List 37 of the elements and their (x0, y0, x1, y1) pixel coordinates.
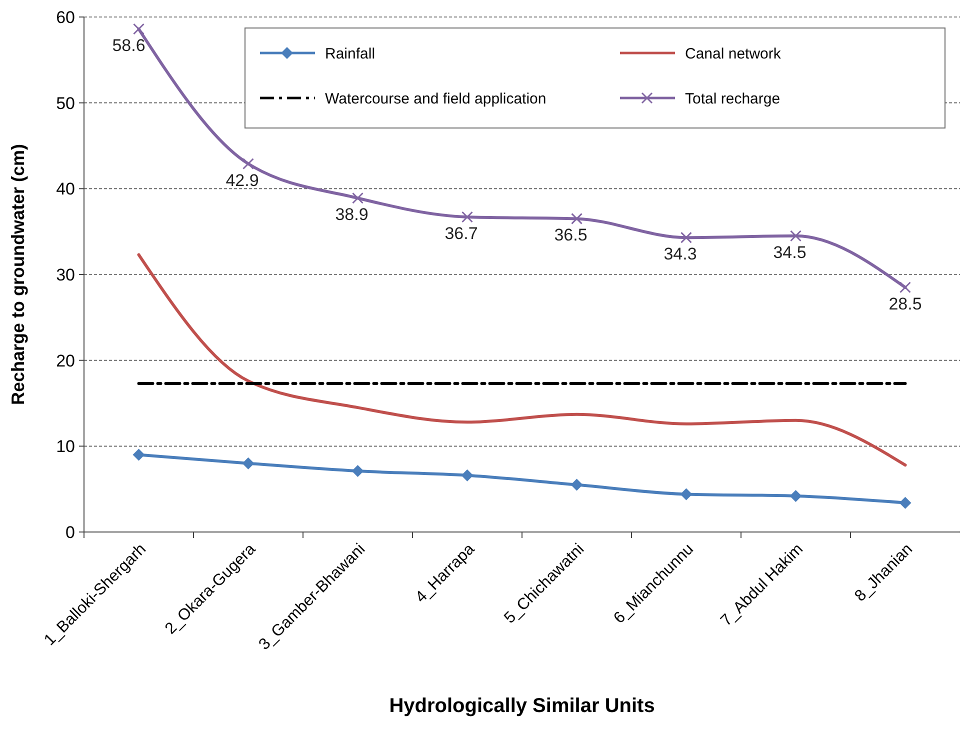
point (132, 448, 145, 461)
point (242, 457, 254, 470)
point (680, 488, 692, 500)
y-tick-label: 30 (56, 265, 75, 284)
data-label: 34.3 (664, 244, 697, 264)
y-tick-label: 10 (56, 437, 75, 456)
data-label: 36.5 (554, 226, 588, 245)
point (570, 478, 583, 491)
data-label: 58.6 (112, 36, 146, 56)
data-label: 42.9 (226, 170, 259, 190)
point (352, 192, 364, 204)
legend-label: Total recharge (685, 90, 780, 108)
y-tick-label: 0 (66, 522, 75, 542)
y-tick-label: 20 (56, 351, 75, 370)
point (790, 230, 802, 242)
point (571, 212, 582, 224)
point (133, 23, 144, 35)
y-tick-label: 40 (56, 180, 75, 199)
point (680, 232, 692, 244)
legend-label: Canal network (685, 45, 782, 62)
point (352, 465, 364, 478)
legend-label: Rainfall (325, 45, 376, 62)
y-tick-label: 50 (56, 94, 75, 113)
data-label: 28.5 (888, 294, 922, 314)
point (899, 496, 912, 509)
y-axis-title: Recharge to groundwater (cm) (8, 144, 28, 406)
data-label: 36.7 (444, 224, 478, 243)
x-axis-title: Hydrologically Similar Units (389, 695, 655, 717)
point (900, 282, 911, 294)
point (461, 469, 474, 482)
point (790, 490, 802, 502)
y-tick-label: 60 (56, 8, 75, 27)
point (462, 211, 473, 223)
point (242, 158, 254, 170)
legend-label: Watercourse and field application (325, 90, 546, 108)
data-label: 38.9 (335, 205, 368, 224)
data-label: 34.5 (773, 242, 806, 262)
